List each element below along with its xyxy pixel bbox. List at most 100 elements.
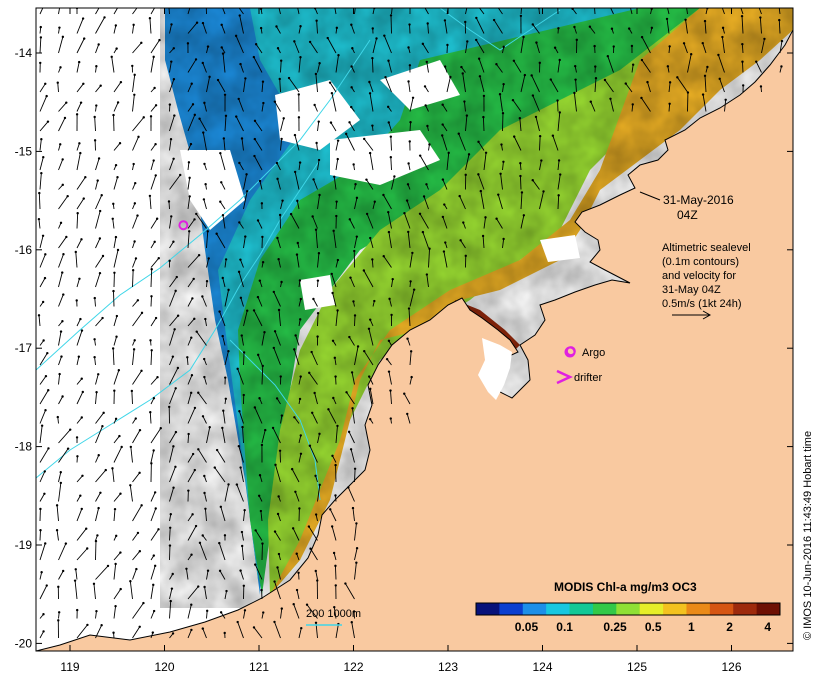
velocity-vector-head (254, 529, 257, 532)
velocity-vector-head (80, 329, 84, 332)
velocity-vector (280, 200, 283, 210)
velocity-vector-head (299, 297, 303, 301)
velocity-vector (132, 568, 137, 580)
velocity-vector (132, 370, 142, 385)
velocity-vector (217, 79, 226, 93)
velocity-vector-head (347, 430, 351, 434)
velocity-vector (368, 376, 374, 385)
velocity-vector-head (721, 5, 723, 7)
velocity-vector (132, 602, 144, 619)
velocity-vector (442, 179, 448, 190)
velocity-vector (260, 510, 263, 522)
velocity-vector-head (411, 96, 415, 99)
velocity-vector (112, 218, 115, 229)
velocity-vector-head (257, 494, 261, 497)
velocity-vector-head (40, 424, 44, 427)
velocity-vector-head (97, 454, 100, 457)
velocity-vector (327, 37, 337, 54)
velocity-vector (132, 349, 135, 366)
velocity-vector (95, 412, 105, 424)
velocity-vector (335, 259, 339, 268)
velocity-vector (346, 392, 355, 405)
velocity-vector-head (83, 37, 86, 40)
velocity-vector-head (389, 155, 393, 159)
velocity-vector-head (174, 289, 177, 293)
velocity-vector-head (365, 212, 369, 216)
velocity-vector-head (38, 191, 41, 195)
velocity-vector-head (312, 178, 315, 181)
velocity-vector-head (501, 112, 505, 115)
velocity-vector (483, 217, 486, 229)
velocity-vector-head (47, 389, 50, 392)
velocity-vector-head (134, 417, 137, 420)
velocity-vector (253, 310, 263, 327)
velocity-vector (354, 197, 358, 210)
velocity-vector-head (154, 507, 157, 510)
velocity-vector (557, 160, 560, 171)
colorbar-frame (475, 602, 781, 616)
velocity-vector (132, 136, 139, 151)
velocity-vector (293, 604, 300, 619)
velocity-vector-head (443, 65, 447, 68)
velocity-vector (631, 64, 634, 73)
velocity-vector (317, 484, 321, 502)
velocity-vector (294, 171, 300, 190)
velocity-vector-head (74, 568, 77, 571)
velocity-vector (312, 216, 318, 229)
velocity-vector (199, 118, 207, 132)
velocity-vector-head (368, 417, 372, 421)
drifter-legend-icon (556, 369, 573, 385)
velocity-vector (39, 572, 43, 580)
colorbar-ticks: 0.05 0.1 0.25 0.5 1 2 4 (515, 620, 772, 634)
velocity-vector-head (150, 268, 153, 271)
velocity-vector-head (307, 525, 311, 528)
velocity-vector-head (152, 397, 156, 400)
velocity-vector-head (299, 452, 303, 456)
velocity-vector-head (86, 547, 89, 550)
velocity-vector-head (741, 42, 744, 46)
velocity-vector (222, 8, 226, 15)
velocity-vector-head (309, 547, 312, 550)
velocity-vector (206, 258, 210, 268)
velocity-vector (350, 277, 355, 288)
velocity-vector-head (98, 237, 102, 240)
velocity-vector-head (410, 375, 413, 379)
velocity-vector-head (171, 355, 175, 358)
velocity-vector (311, 351, 318, 366)
velocity-vector (199, 542, 207, 561)
velocity-vector-head (403, 392, 406, 395)
velocity-vector-head (371, 27, 374, 30)
velocity-vector (297, 8, 300, 15)
velocity-vector (594, 8, 596, 15)
velocity-vector (187, 177, 191, 190)
velocity-vector-head (237, 97, 240, 101)
velocity-vector-head (142, 116, 145, 119)
velocity-vector-head (216, 78, 220, 82)
velocity-vector-head (76, 455, 79, 458)
velocity-vector-head (176, 366, 180, 370)
date-pointer (639, 191, 661, 201)
velocity-vector-head (172, 47, 175, 50)
velocity-vector-head (330, 525, 334, 528)
velocity-vector (169, 241, 174, 249)
velocity-vector-head (334, 564, 337, 568)
velocity-vector-head (241, 425, 244, 429)
velocity-vector-head (293, 348, 296, 351)
velocity-vector-head (276, 47, 280, 50)
velocity-vector-head (152, 609, 156, 613)
lon-tick-label: 124 (532, 660, 552, 674)
velocity-vector-head (44, 542, 47, 545)
velocity-vector (309, 41, 318, 54)
velocity-vector-head (198, 541, 202, 545)
velocity-vector (56, 530, 59, 541)
velocity-vector-head (114, 604, 117, 608)
velocity-vector-head (530, 74, 533, 77)
velocity-vector-head (168, 544, 172, 547)
velocity-vector (206, 231, 209, 249)
velocity-vector (317, 433, 320, 444)
velocity-vector (366, 179, 374, 190)
velocity-vector-head (148, 194, 152, 198)
velocity-vector-head (300, 626, 303, 630)
velocity-vector (254, 564, 263, 580)
velocity-vector (187, 22, 198, 34)
